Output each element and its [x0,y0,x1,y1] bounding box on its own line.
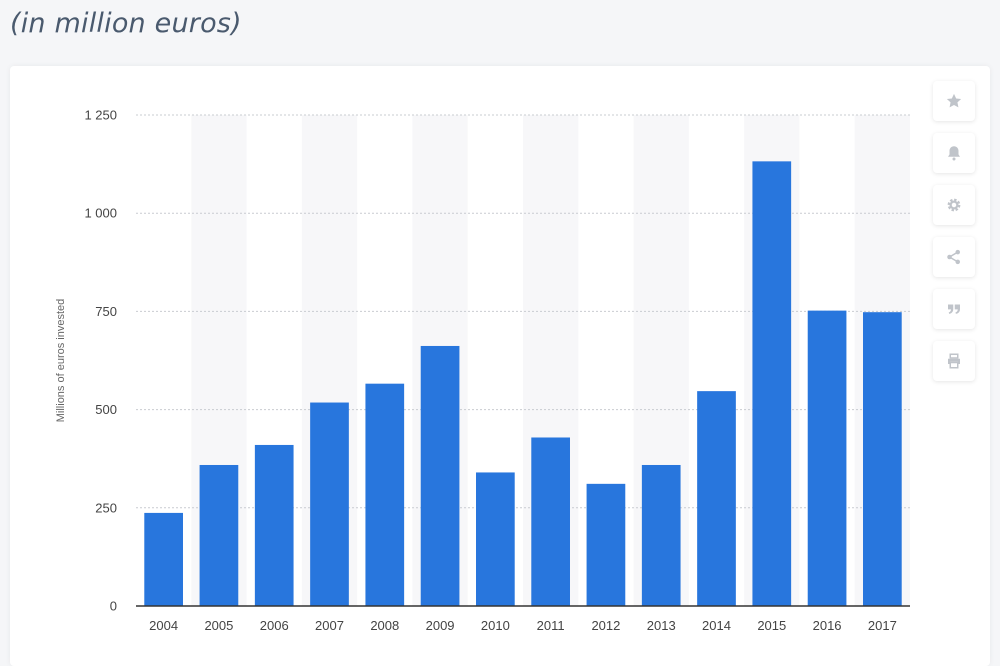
chart-toolbar [933,81,975,393]
cite-button[interactable] [933,289,975,329]
print-icon [948,353,960,369]
settings-button[interactable] [933,185,975,225]
bar-2015 [752,161,792,606]
bar-chart: 0 250 500 750 1 000 1 250 2004 2005 2006 2007 2008… [55,108,910,633]
x-tick-label: 2017 [868,618,897,633]
bar-2005 [199,464,239,606]
notification-button[interactable] [933,133,975,173]
x-tick-label: 2008 [370,618,399,633]
print-button[interactable] [933,341,975,381]
y-tick-label: 500 [95,402,117,417]
bell-icon [948,146,960,161]
x-tick-label: 2004 [149,618,178,633]
share-button[interactable] [933,237,975,277]
x-tick-label: 2013 [647,618,676,633]
share-icon [947,249,960,265]
bar-2006 [254,444,294,606]
bar-2017 [863,312,902,606]
bar-2004 [144,512,183,606]
x-tick-label: 2014 [702,618,731,633]
x-tick-label: 2010 [481,618,510,633]
y-tick-label: 750 [95,304,117,319]
y-tick-label: 1 250 [84,108,117,123]
y-tick-label: 1 000 [84,206,117,221]
x-tick-label: 2007 [315,618,344,633]
x-tick-label: 2005 [204,618,233,633]
bar-2010 [476,472,515,606]
star-icon [946,93,962,108]
bar-2007 [310,402,349,606]
gear-icon [947,198,961,212]
y-tick-label: 250 [95,500,117,515]
y-tick-label: 0 [110,599,117,614]
x-tick-label: 2012 [591,618,620,633]
bar-2016 [807,310,847,606]
bar-2014 [697,391,736,606]
bar-2011 [531,437,570,606]
bar-2013 [641,464,681,606]
favorite-button[interactable] [933,81,975,121]
x-tick-label: 2009 [426,618,455,633]
y-axis-label: Millions of euros invested [55,299,67,423]
quote-icon [948,304,960,314]
x-tick-label: 2006 [260,618,289,633]
chart-subtitle: (in million euros) [10,8,242,39]
x-tick-label: 2011 [537,618,565,633]
x-tick-label: 2016 [813,618,842,633]
bar-2008 [365,383,405,606]
x-tick-label: 2015 [757,618,786,633]
bar-2012 [586,483,626,606]
bar-2009 [420,345,460,606]
